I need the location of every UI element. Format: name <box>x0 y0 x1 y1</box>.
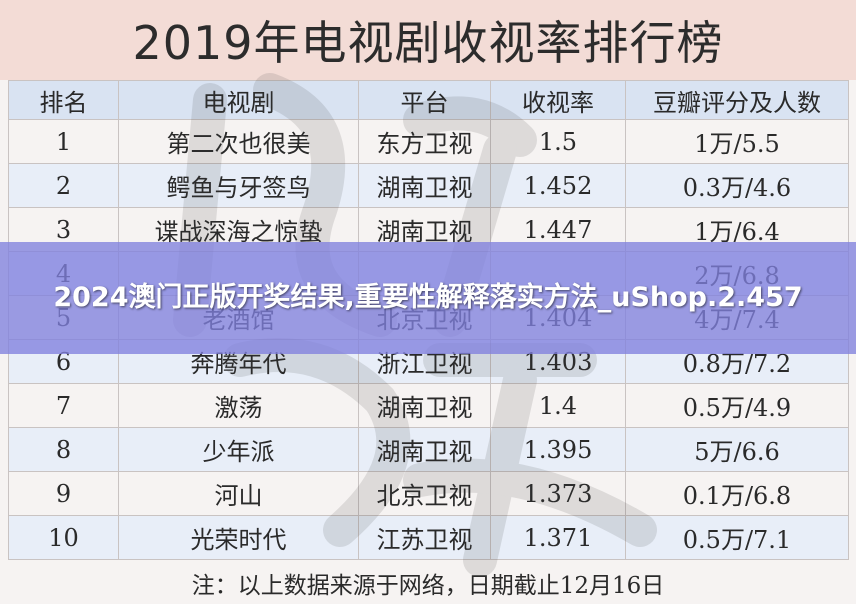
cell-rank: 10 <box>8 515 119 560</box>
cell-show: 鳄鱼与牙签鸟 <box>118 163 359 208</box>
cell-douban: 1万/5.5 <box>625 119 849 164</box>
header-rank: 排名 <box>8 80 119 120</box>
cell-platform: 湖南卫视 <box>358 163 491 208</box>
cell-platform: 湖南卫视 <box>358 427 491 472</box>
overlay-banner: 2024澳门正版开奖结果,重要性解释落实方法_uShop.2.457 <box>0 242 856 354</box>
page-title: 2019年电视剧收视率排行榜 <box>132 16 724 70</box>
title-bar: 2019年电视剧收视率排行榜 <box>0 0 856 80</box>
table-row: 1 第二次也很美 东方卫视 1.5 1万/5.5 <box>8 119 849 164</box>
header-douban: 豆瓣评分及人数 <box>625 80 849 120</box>
cell-douban: 0.5万/7.1 <box>625 515 849 560</box>
cell-douban: 0.5万/4.9 <box>625 383 849 428</box>
cell-show: 河山 <box>118 471 359 516</box>
cell-rank: 2 <box>8 163 119 208</box>
table-row: 10 光荣时代 江苏卫视 1.371 0.5万/7.1 <box>8 515 849 560</box>
banner-text: 2024澳门正版开奖结果,重要性解释落实方法_uShop.2.457 <box>53 282 803 313</box>
cell-rank: 1 <box>8 119 119 164</box>
cell-rating: 1.395 <box>490 427 626 472</box>
cell-platform: 江苏卫视 <box>358 515 491 560</box>
table-row: 8 少年派 湖南卫视 1.395 5万/6.6 <box>8 427 849 472</box>
cell-rating: 1.452 <box>490 163 626 208</box>
cell-show: 第二次也很美 <box>118 119 359 164</box>
cell-rating: 1.4 <box>490 383 626 428</box>
table-row: 9 河山 北京卫视 1.373 0.1万/6.8 <box>8 471 849 516</box>
table-row: 7 激荡 湖南卫视 1.4 0.5万/4.9 <box>8 383 849 428</box>
cell-rank: 9 <box>8 471 119 516</box>
source-note: 注：以上数据来源于网络，日期截止12月16日 <box>191 573 665 599</box>
cell-douban: 5万/6.6 <box>625 427 849 472</box>
cell-platform: 湖南卫视 <box>358 383 491 428</box>
cell-rank: 8 <box>8 427 119 472</box>
header-platform: 平台 <box>358 80 491 120</box>
cell-platform: 东方卫视 <box>358 119 491 164</box>
cell-show: 少年派 <box>118 427 359 472</box>
cell-show: 激荡 <box>118 383 359 428</box>
cell-douban: 0.1万/6.8 <box>625 471 849 516</box>
cell-rating: 1.5 <box>490 119 626 164</box>
header-show: 电视剧 <box>118 80 359 120</box>
cell-show: 光荣时代 <box>118 515 359 560</box>
table-header-row: 排名 电视剧 平台 收视率 豆瓣评分及人数 <box>8 80 849 120</box>
cell-douban: 0.3万/4.6 <box>625 163 849 208</box>
cell-rating: 1.371 <box>490 515 626 560</box>
cell-rank: 7 <box>8 383 119 428</box>
table-row: 2 鳄鱼与牙签鸟 湖南卫视 1.452 0.3万/4.6 <box>8 163 849 208</box>
cell-platform: 北京卫视 <box>358 471 491 516</box>
cell-rating: 1.373 <box>490 471 626 516</box>
header-rating: 收视率 <box>490 80 626 120</box>
